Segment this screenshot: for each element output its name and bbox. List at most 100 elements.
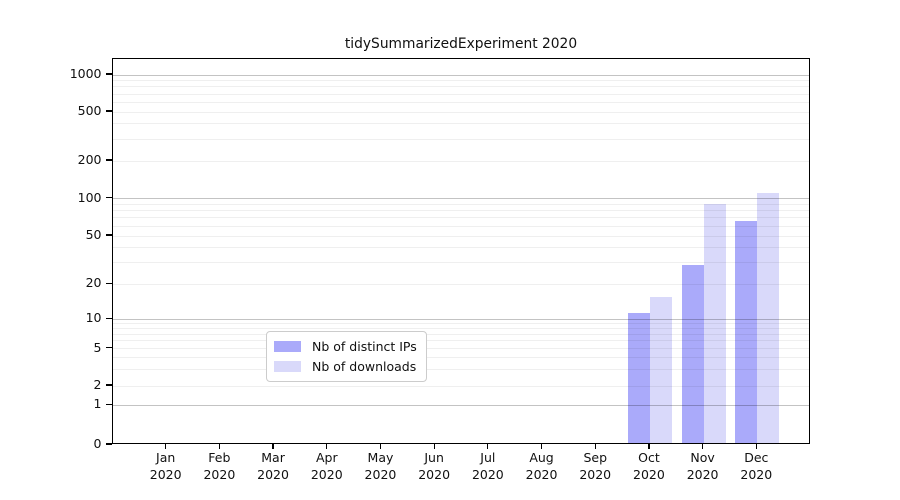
chart-title: tidySummarizedExperiment 2020 xyxy=(344,36,578,52)
legend-label-downloads: Nb of downloads xyxy=(312,359,417,374)
gridline-minor xyxy=(113,357,809,359)
y-tick xyxy=(105,234,112,236)
gridline-minor xyxy=(113,235,809,237)
x-tick-year: 2020 xyxy=(364,466,397,482)
x-tick-label: Sep 2020 xyxy=(567,450,623,483)
y-tick-label: 0 xyxy=(93,436,102,451)
bar-nb-of-distinct-ips-dec xyxy=(735,220,758,443)
y-tick xyxy=(105,159,112,161)
y-tick-label: 200 xyxy=(77,152,102,167)
x-tick xyxy=(540,444,543,449)
gridline-minor xyxy=(113,210,809,212)
gridline-minor xyxy=(113,340,809,342)
x-tick-month: Jan xyxy=(156,450,176,465)
gridline-minor xyxy=(113,160,809,162)
x-tick-year: 2020 xyxy=(203,466,236,482)
x-tick xyxy=(326,444,328,449)
gridline-minor xyxy=(113,283,809,285)
y-tick-label: 1 xyxy=(93,396,102,412)
gridline-minor xyxy=(113,203,809,205)
bar-nb-of-downloads-oct xyxy=(649,296,672,443)
bar-nb-of-distinct-ips-nov xyxy=(681,264,704,443)
x-tick-label: Apr 2020 xyxy=(299,450,355,483)
x-tick xyxy=(218,444,220,449)
legend-label-distinct-ips: Nb of distinct IPs xyxy=(312,339,417,354)
legend-swatch-distinct-ips-icon xyxy=(274,341,301,352)
x-tick-month: Feb xyxy=(208,450,231,465)
x-tick-year: 2020 xyxy=(633,466,665,482)
y-tick xyxy=(105,384,112,386)
gridline-minor xyxy=(113,93,809,95)
bar-nb-of-downloads-dec xyxy=(757,193,780,443)
y-tick-label: 10 xyxy=(85,310,102,326)
x-tick-year: 2020 xyxy=(471,466,504,482)
x-tick-month: Nov xyxy=(690,450,715,465)
x-tick-month: Jul xyxy=(480,450,496,465)
gridline-minor xyxy=(113,123,809,125)
y-tick xyxy=(105,110,112,112)
y-tick xyxy=(105,73,112,75)
x-tick-month: Apr xyxy=(315,450,338,465)
x-tick-month: Mar xyxy=(261,450,285,465)
gridline-minor xyxy=(113,111,809,113)
y-tick-label: 500 xyxy=(77,103,102,118)
y-tick xyxy=(105,317,112,319)
x-tick-month: Jun xyxy=(424,450,444,465)
x-tick-label: Oct 2020 xyxy=(621,450,677,483)
x-tick xyxy=(272,444,274,449)
x-tick xyxy=(379,444,382,449)
gridline-minor xyxy=(113,86,809,88)
gridline-minor xyxy=(113,225,809,227)
gridline-minor xyxy=(113,333,809,335)
legend-swatch-downloads-icon xyxy=(274,361,301,372)
x-tick-year: 2020 xyxy=(149,466,182,482)
x-tick xyxy=(648,444,650,449)
x-tick-year: 2020 xyxy=(525,466,558,482)
gridline-minor xyxy=(113,138,809,140)
x-tick-label: Aug 2020 xyxy=(514,450,570,483)
x-tick-year: 2020 xyxy=(310,466,343,482)
gridline-minor xyxy=(113,80,809,82)
x-tick-label: Jun 2020 xyxy=(406,450,462,483)
y-tick-label: 2 xyxy=(93,377,102,392)
legend: Nb of distinct IPs Nb of downloads xyxy=(266,331,427,382)
x-tick-label: Mar 2020 xyxy=(245,450,301,483)
y-tick xyxy=(105,282,112,284)
y-tick-label: 100 xyxy=(77,189,102,205)
gridline-minor xyxy=(113,217,809,219)
gridline-minor xyxy=(113,368,809,370)
x-tick-year: 2020 xyxy=(418,466,451,482)
bar-nb-of-downloads-nov xyxy=(703,204,726,443)
gridline-minor xyxy=(113,247,809,249)
x-tick-label: Feb 2020 xyxy=(191,450,247,483)
x-tick-label: Dec 2020 xyxy=(728,450,784,483)
x-tick-year: 2020 xyxy=(257,466,289,482)
x-tick-year: 2020 xyxy=(686,466,719,482)
y-tick-label: 20 xyxy=(85,275,102,291)
y-tick-label: 1000 xyxy=(69,66,102,81)
bar-nb-of-distinct-ips-oct xyxy=(627,312,650,443)
x-tick-year: 2020 xyxy=(579,466,612,482)
x-tick-label: Jan 2020 xyxy=(138,450,194,483)
x-tick-month: Sep xyxy=(583,450,607,465)
x-tick-month: Dec xyxy=(744,450,769,465)
gridline-minor xyxy=(113,101,809,103)
x-tick-label: May 2020 xyxy=(352,450,408,483)
y-tick xyxy=(105,403,112,405)
y-tick-label: 5 xyxy=(93,339,102,355)
x-tick-year: 2020 xyxy=(740,466,773,482)
gridline-major xyxy=(113,318,809,320)
gridline-major xyxy=(113,404,809,406)
plot-area xyxy=(112,58,810,444)
legend-item-distinct-ips: Nb of distinct IPs xyxy=(274,338,417,355)
gridline-major xyxy=(113,74,809,76)
gridline-minor xyxy=(113,328,809,330)
x-tick-month: Oct xyxy=(638,450,660,465)
gridline-major xyxy=(113,198,809,200)
x-tick xyxy=(487,444,489,449)
x-tick-label: Jul 2020 xyxy=(460,450,516,483)
gridline-minor xyxy=(113,348,809,350)
gridline-minor xyxy=(113,385,809,387)
gridline-minor xyxy=(113,262,809,264)
